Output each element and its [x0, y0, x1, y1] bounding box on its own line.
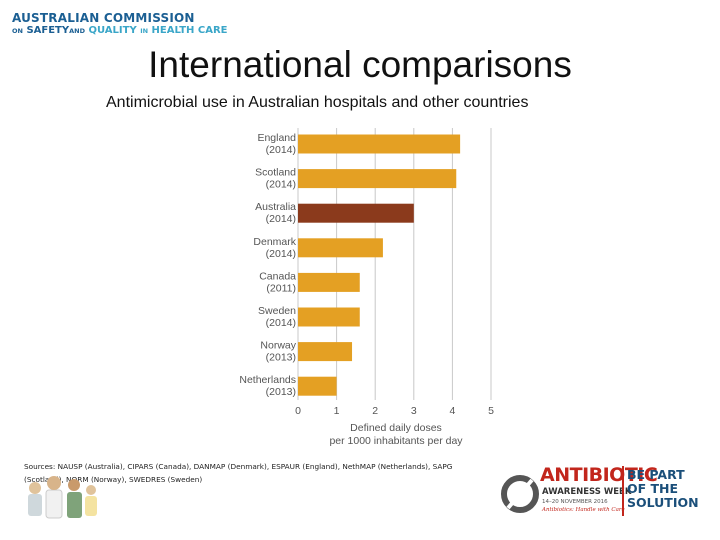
campaign-divider	[622, 466, 624, 516]
chart-x-ticks: 0 1 2 3 4 5	[295, 405, 494, 417]
category-label-year: (2014)	[266, 317, 296, 329]
category-label-country: Scotland	[255, 167, 296, 179]
awareness-ring-icon	[501, 475, 539, 513]
chart-bars	[298, 134, 461, 396]
category-label-country: Australia	[255, 201, 296, 213]
logo-quality: QUALITY	[88, 25, 137, 36]
logo-health: HEALTH CARE	[151, 25, 228, 36]
x-tick-label: 5	[488, 405, 494, 417]
bar-canada	[298, 272, 360, 292]
category-label-year: (2014)	[266, 144, 296, 156]
category-label-year: (2013)	[266, 352, 296, 364]
bar-scotland	[298, 169, 457, 189]
slogan-line-3: SOLUTION	[627, 495, 699, 510]
campaign-slogan: BE PART OF THE SOLUTION	[627, 468, 699, 510]
bar-norway	[298, 342, 353, 362]
logo-line-1: AUSTRALIAN COMMISSION	[12, 11, 195, 25]
bar-sweden	[298, 307, 360, 327]
x-tick-label: 4	[449, 405, 455, 417]
x-tick-label: 1	[334, 405, 340, 417]
x-tick-label: 2	[372, 405, 378, 417]
category-label-country: England	[257, 132, 296, 144]
bar-australia	[298, 203, 414, 223]
campaign-week: AWARENESS WEEK	[542, 487, 632, 497]
page-title: International comparisons	[0, 44, 720, 86]
logo-safety: SAFETY	[26, 25, 70, 36]
category-label-country: Sweden	[258, 305, 296, 317]
chart-subtitle: Antimicrobial use in Australian hospital…	[106, 94, 529, 111]
category-label-country: Canada	[259, 270, 296, 282]
page-title-text: International comparisons	[148, 44, 572, 85]
x-tick-label: 0	[295, 405, 301, 417]
category-label-year: (2014)	[266, 213, 296, 225]
antibiotic-awareness-logo: ANTIBIOTIC AWARENESS WEEK 14–20 NOVEMBER…	[500, 462, 710, 526]
bar-england	[298, 134, 461, 154]
category-label-country: Norway	[260, 340, 296, 352]
campaign-word: ANTIBIOTIC	[540, 464, 658, 486]
slogan-line-1: BE PART	[627, 467, 685, 482]
x-axis-label-line-2: per 1000 inhabitants per day	[329, 435, 463, 447]
logo-in: IN	[140, 27, 149, 35]
campaign-tagline: Antibiotics: Handle with Care	[542, 507, 625, 513]
logo-line-2: ON SAFETYAND QUALITY IN HEALTH CARE	[12, 26, 227, 36]
category-label-country: Netherlands	[239, 374, 296, 386]
campaign-dates: 14–20 NOVEMBER 2016	[542, 499, 608, 505]
category-label-year: (2014)	[266, 248, 296, 260]
x-tick-label: 3	[411, 405, 417, 417]
sources-note: Sources: NAUSP (Australia), CIPARS (Cana…	[24, 462, 453, 484]
slogan-line-2: OF THE	[627, 481, 679, 496]
commission-logo: AUSTRALIAN COMMISSION ON SAFETYAND QUALI…	[12, 12, 227, 36]
cartoon-figures-icon	[28, 476, 97, 519]
x-axis-label-line-1: Defined daily doses	[350, 422, 442, 434]
category-label-year: (2013)	[266, 386, 296, 398]
category-label-country: Denmark	[253, 236, 296, 248]
category-label-year: (2011)	[266, 282, 296, 294]
bar-netherlands	[298, 376, 337, 396]
bar-denmark	[298, 238, 383, 258]
logo-and: AND	[69, 27, 85, 35]
category-label-year: (2014)	[266, 179, 296, 191]
chart-category-labels: England(2014)Scotland(2014)Australia(201…	[239, 132, 296, 398]
logo-on: ON	[12, 27, 23, 35]
